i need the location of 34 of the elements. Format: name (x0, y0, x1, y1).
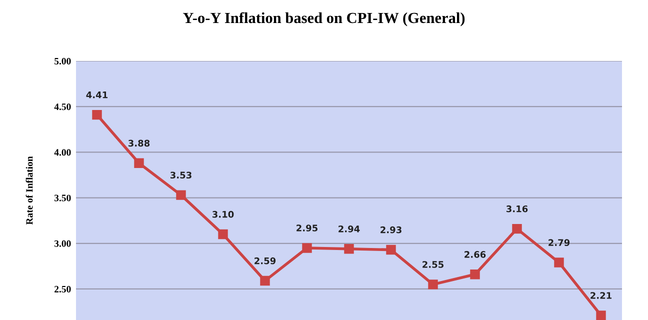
y-axis-title: Rate of Inflation (26, 156, 33, 225)
text: 3.53 (170, 172, 192, 179)
point (512, 224, 522, 234)
point (302, 243, 312, 253)
text: 2.55 (422, 261, 444, 268)
text: 3.16 (506, 205, 528, 212)
point (596, 310, 606, 320)
text: 3.88 (128, 140, 150, 147)
point (134, 158, 144, 168)
y-tick-label: 5.00 (54, 58, 71, 65)
text: 4.41 (86, 92, 108, 98)
point (428, 280, 438, 290)
text: 2.79 (548, 239, 570, 246)
text: 2.94 (338, 226, 360, 232)
point (470, 270, 480, 280)
text: 2.59 (254, 257, 276, 264)
text: 2.95 (296, 224, 318, 232)
point (92, 110, 102, 120)
text: 2.21 (590, 292, 612, 299)
point (176, 190, 186, 200)
text: 3.10 (212, 210, 234, 218)
text: 2.66 (464, 251, 486, 258)
y-tick-label: 2.50 (54, 286, 71, 293)
point (344, 244, 354, 254)
y-tick-label: 4.50 (54, 104, 71, 110)
y-tick-label: 3.00 (54, 240, 71, 247)
text: 2.93 (380, 226, 402, 234)
point (554, 258, 564, 268)
y-tick-label: 3.50 (54, 194, 71, 202)
point (218, 229, 228, 240)
point (386, 244, 396, 255)
y-tick-label: 4.00 (54, 149, 71, 156)
chart-title: Y-o-Y Inflation based on CPI-IW (General) (183, 12, 465, 26)
point (260, 276, 270, 286)
